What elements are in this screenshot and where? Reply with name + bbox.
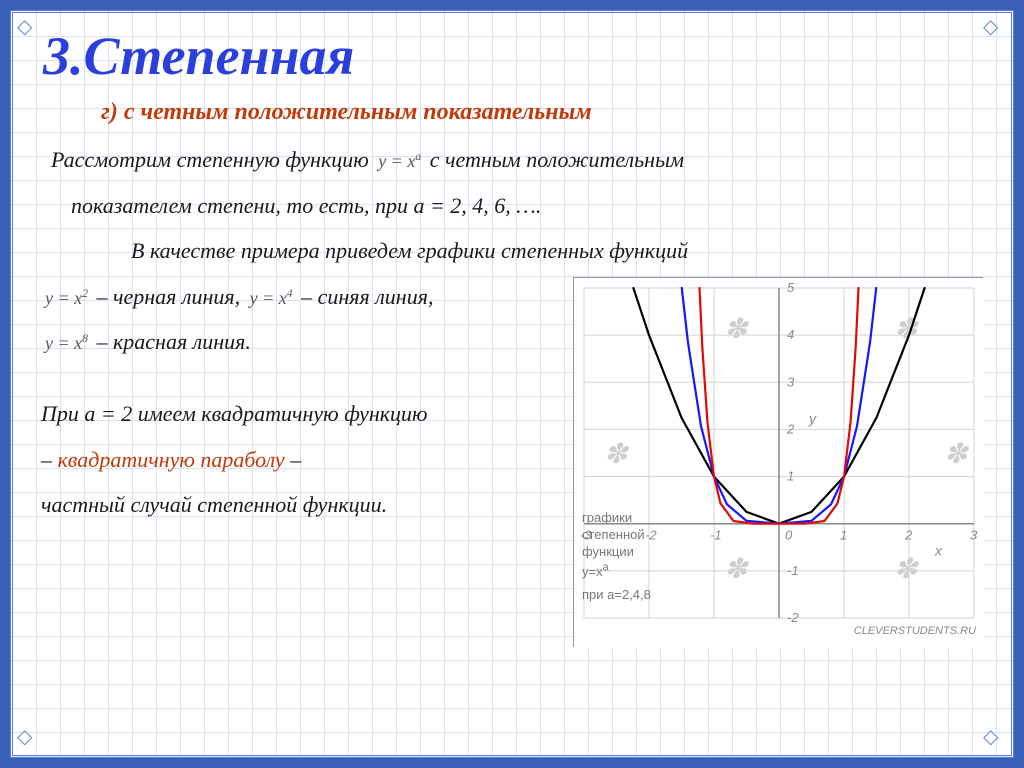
text-fragment: с четным положительным (430, 147, 684, 172)
corner-ornament: ◇ (983, 727, 1007, 751)
caption-line: y=xa (582, 564, 609, 579)
formula-sup: a (415, 150, 421, 163)
formula-base: y = x (45, 288, 82, 308)
svg-text:✽: ✽ (604, 438, 630, 469)
slide-body: Рассмотрим степенную функцию y = xa с че… (41, 140, 983, 647)
legend-line: y = x8 – красная линия. (41, 322, 561, 362)
legend-red: – красная линия. (96, 329, 250, 354)
paragraph-line: Рассмотрим степенную функцию y = xa с че… (51, 140, 983, 180)
svg-text:1: 1 (787, 468, 794, 483)
svg-text:3: 3 (970, 527, 978, 542)
formula-x4: y = x4 (246, 288, 301, 308)
legend-black: – черная линия, (96, 284, 245, 309)
corner-ornament: ◇ (17, 727, 41, 751)
formula-sup: 8 (82, 332, 88, 345)
svg-text:4: 4 (787, 327, 794, 342)
svg-text:✽: ✽ (724, 553, 750, 584)
paragraph-line: частный случай степенной функции. (41, 485, 561, 525)
paragraph-line: В качестве примера приведем графики степ… (131, 231, 983, 271)
formula-x8: y = x8 (41, 333, 96, 353)
formula-sup: 4 (287, 287, 293, 300)
svg-text:5: 5 (787, 280, 795, 295)
paragraph-line: При а = 2 имеем квадратичную функцию (41, 394, 561, 434)
legend-blue: – синяя линия, (301, 284, 433, 309)
caption-line: при a=2,4,8 (582, 587, 651, 602)
text-fragment: – (285, 447, 302, 472)
svg-text:3: 3 (787, 374, 795, 389)
power-function-chart: ✽✽✽✽✽✽-3-2-10123-2-112345xy графики степ… (573, 277, 983, 647)
formula-base: y=x (582, 564, 603, 579)
text-highlight-red: квадратичную параболу (58, 447, 285, 472)
formula-base: y = x (45, 333, 82, 353)
text-fragment: – (41, 447, 58, 472)
svg-text:✽: ✽ (944, 438, 970, 469)
chart-column: ✽✽✽✽✽✽-3-2-10123-2-112345xy графики степ… (573, 277, 983, 647)
formula-sup: 2 (82, 287, 88, 300)
svg-text:0: 0 (785, 527, 793, 542)
caption-line: функции (582, 544, 634, 559)
text-fragment: Рассмотрим степенную функцию (51, 147, 374, 172)
svg-text:-1: -1 (787, 563, 799, 578)
svg-text:-1: -1 (710, 527, 722, 542)
corner-ornament: ◇ (17, 17, 41, 41)
svg-text:x: x (934, 542, 943, 558)
corner-ornament: ◇ (983, 17, 1007, 41)
svg-text:-2: -2 (787, 610, 799, 625)
legend-line: y = x2 – черная линия, y = x4 – синяя ли… (41, 277, 561, 317)
paragraph-line: – квадратичную параболу – (41, 440, 561, 480)
paragraph-line: показателем степени, то есть, при а = 2,… (71, 186, 983, 226)
formula-sup: a (603, 562, 609, 574)
slide-outer-frame: ◇ ◇ ◇ ◇ 3.Степенная г) с четным положите… (0, 0, 1024, 768)
slide-inner-frame: ◇ ◇ ◇ ◇ 3.Степенная г) с четным положите… (10, 10, 1014, 758)
svg-text:y: y (808, 410, 817, 426)
svg-text:1: 1 (840, 527, 847, 542)
svg-text:✽: ✽ (724, 313, 750, 344)
svg-text:2: 2 (786, 421, 795, 436)
slide-title: 3.Степенная (43, 25, 983, 87)
formula-x2: y = x2 (41, 288, 96, 308)
svg-text:✽: ✽ (894, 553, 920, 584)
slide-subtitle: г) с четным положительным показательным (101, 99, 983, 126)
svg-text:2: 2 (904, 527, 913, 542)
formula-yxa: y = xa (374, 151, 429, 171)
formula-base: y = x (250, 288, 287, 308)
caption-line: степенной (582, 527, 645, 542)
chart-caption: графики степенной функции y=xa при a=2,4… (582, 510, 651, 604)
caption-line: графики (582, 510, 632, 525)
text-column: y = x2 – черная линия, y = x4 – синяя ли… (41, 277, 561, 531)
chart-footer: CLEVERSTUDENTS.RU (854, 622, 976, 642)
formula-base: y = x (378, 151, 415, 171)
